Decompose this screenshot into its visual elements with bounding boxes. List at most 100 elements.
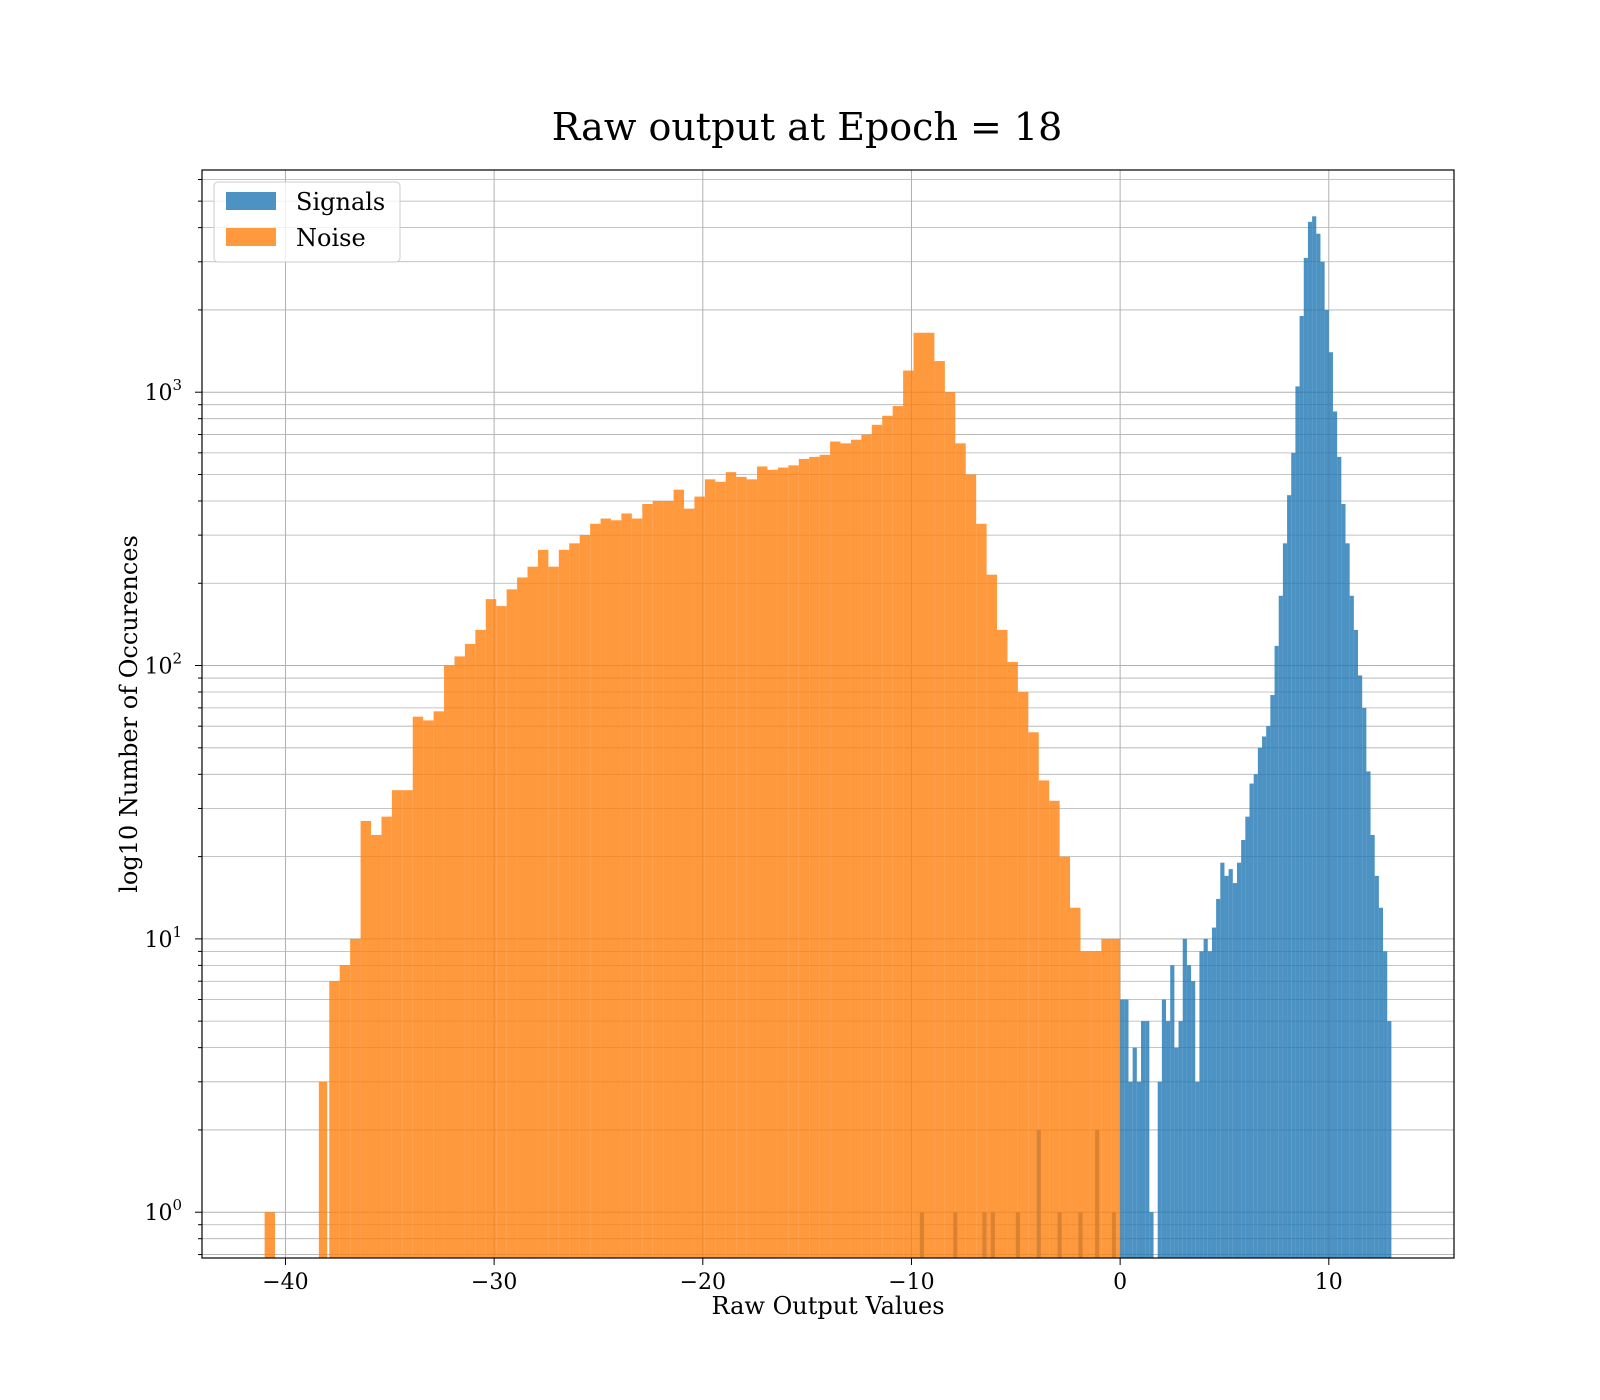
signals-bar — [1157, 1081, 1162, 1258]
noise-bar — [590, 523, 601, 1258]
noise-bar — [997, 629, 1008, 1258]
noise-bar — [934, 361, 945, 1259]
signals-bar — [1245, 816, 1250, 1258]
noise-bar — [454, 656, 465, 1258]
signals-bar — [1262, 736, 1267, 1258]
signals-bar — [1178, 1021, 1183, 1258]
y-tick-label: 100 — [144, 1196, 182, 1226]
plot-area: −40 −30 −20 −10 0 10 100 101 102 103 — [144, 169, 1455, 1295]
signals-bar — [1149, 1212, 1154, 1258]
noise-bar — [1017, 692, 1029, 1258]
signals-bar — [1337, 456, 1342, 1258]
legend: Signals Noise — [213, 181, 401, 263]
signals-bar — [1332, 411, 1338, 1258]
noise-bar — [506, 589, 518, 1258]
signals-bar — [1170, 965, 1175, 1258]
noise-bar — [850, 439, 862, 1258]
noise-bar — [1059, 856, 1071, 1258]
signals-bar — [1232, 883, 1237, 1258]
signals-bar — [1387, 1021, 1392, 1258]
signals-bar — [1211, 927, 1217, 1258]
signals-bar — [1295, 386, 1300, 1258]
y-tick-label: 103 — [144, 376, 182, 406]
noise-bar — [1070, 907, 1081, 1258]
noise-bar — [464, 643, 476, 1258]
noise-bar — [673, 489, 685, 1258]
noise-bar — [1038, 780, 1050, 1258]
noise-bar — [871, 424, 883, 1258]
legend-swatch-signals — [226, 192, 276, 210]
signals-bar — [1249, 783, 1254, 1258]
noise-bar — [548, 566, 559, 1258]
noise-bar — [600, 518, 611, 1258]
noise-bar — [746, 479, 758, 1258]
noise-bar — [694, 496, 705, 1258]
noise-bar — [976, 523, 987, 1258]
noise-bar — [496, 606, 507, 1258]
signals-bar — [1124, 999, 1129, 1258]
noise-bar — [339, 965, 351, 1258]
noise-bar — [318, 1081, 328, 1258]
signals-bar — [1320, 261, 1325, 1258]
noise-bar — [704, 479, 716, 1258]
signals-bar — [1383, 951, 1388, 1258]
noise-bar — [350, 938, 361, 1258]
legend-label-signals: Signals — [296, 188, 385, 216]
noise-bar — [412, 716, 424, 1258]
noise-bar — [423, 720, 434, 1258]
x-axis-label: Raw Output Values — [711, 1292, 944, 1320]
x-tick-label: −30 — [471, 1270, 517, 1295]
signals-bar — [1145, 1021, 1150, 1258]
signals-bar — [1182, 938, 1187, 1258]
noise-bar — [923, 332, 935, 1258]
noise-bar — [264, 1212, 276, 1258]
signals-bar — [1345, 543, 1350, 1258]
signals-bar — [1378, 907, 1384, 1258]
signals-bar — [1366, 771, 1371, 1258]
signals-bar — [1253, 774, 1258, 1258]
noise-bar — [558, 549, 570, 1258]
noise-bar — [788, 465, 799, 1258]
noise-bar — [1101, 938, 1112, 1258]
x-axis-ticks: −40 −30 −20 −10 0 10 — [262, 1258, 1343, 1295]
noise-bar — [986, 574, 998, 1258]
noise-bar — [882, 415, 893, 1258]
noise-bar — [809, 456, 820, 1258]
noise-bar — [402, 790, 413, 1258]
signals-bar — [1203, 938, 1208, 1258]
signals-bar — [1287, 495, 1292, 1258]
y-axis-label: log10 Number of Occurences — [115, 535, 143, 893]
signals-bar — [1220, 862, 1225, 1258]
signals-bar — [1358, 675, 1363, 1258]
noise-bar — [642, 503, 653, 1258]
signals-bar — [1174, 1047, 1179, 1258]
plot-frame — [201, 169, 1455, 1259]
x-tick-label: −10 — [888, 1270, 934, 1295]
noise-bar — [1049, 800, 1060, 1258]
noise-bar — [527, 566, 538, 1258]
signals-bar — [1141, 1021, 1146, 1258]
signals-bar — [1224, 875, 1229, 1258]
noise-bar — [903, 370, 914, 1259]
noise-bar — [798, 458, 810, 1258]
noise-bar — [631, 518, 643, 1258]
signals-bar — [1316, 233, 1321, 1258]
noise-bar — [391, 790, 403, 1258]
noise-bar — [621, 513, 632, 1258]
signals-bar — [1324, 309, 1329, 1258]
noise-bar — [1111, 938, 1121, 1258]
signals-bar — [1216, 898, 1221, 1258]
noise-bar — [955, 443, 966, 1258]
signals-bar — [1132, 1047, 1137, 1258]
chart-title: Raw output at Epoch = 18 — [552, 105, 1063, 149]
noise-bar — [913, 332, 924, 1258]
noise-bar — [965, 474, 977, 1258]
signals-bar — [1374, 875, 1379, 1258]
noise-bar — [360, 820, 372, 1258]
noise-bar — [1007, 662, 1018, 1258]
noise-bar — [329, 981, 340, 1258]
noise-bar — [840, 443, 851, 1258]
y-tick-label: 102 — [144, 650, 182, 680]
noise-bar — [684, 508, 695, 1258]
